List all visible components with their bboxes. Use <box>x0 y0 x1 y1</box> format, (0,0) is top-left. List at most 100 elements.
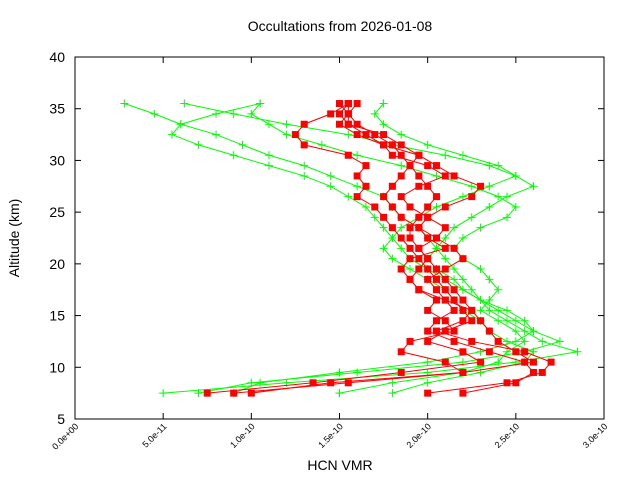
data-point-square <box>362 162 370 170</box>
data-point-square <box>406 162 414 170</box>
data-point-square <box>388 151 396 159</box>
data-point-plus <box>379 223 388 232</box>
data-point-square <box>450 244 458 252</box>
data-point-square <box>397 151 405 159</box>
data-point-square <box>397 213 405 221</box>
data-point-square <box>432 286 440 294</box>
data-point-square <box>432 296 440 304</box>
data-point-square <box>432 193 440 201</box>
data-point-plus <box>256 378 265 387</box>
data-point-plus <box>511 171 520 180</box>
data-point-plus <box>379 120 388 129</box>
data-point-plus <box>370 109 379 118</box>
data-point-plus <box>335 368 344 377</box>
data-point-plus <box>397 161 406 170</box>
data-point-plus <box>247 109 256 118</box>
data-point-square <box>538 368 546 376</box>
data-point-square <box>415 224 423 232</box>
data-point-square <box>327 110 335 118</box>
data-point-square <box>415 286 423 294</box>
x-tick-label: 2.0e-10 <box>404 421 433 450</box>
data-point-square <box>547 358 555 366</box>
data-point-plus <box>317 140 326 149</box>
data-point-square <box>415 213 423 221</box>
data-point-plus <box>326 182 335 191</box>
series-layer <box>120 99 582 398</box>
data-point-plus <box>353 182 362 191</box>
data-point-plus <box>494 358 503 367</box>
data-point-plus <box>441 151 450 160</box>
data-point-plus <box>529 327 538 336</box>
data-point-plus <box>256 99 265 108</box>
data-point-square <box>344 110 352 118</box>
data-point-square <box>521 348 529 356</box>
x-tick-label: 0.0e+00 <box>50 421 80 451</box>
y-axis-label: Altitude (km) <box>6 199 22 278</box>
data-point-square <box>424 213 432 221</box>
data-point-plus <box>194 140 203 149</box>
data-point-square <box>371 203 379 211</box>
data-point-square <box>380 193 388 201</box>
data-point-plus <box>238 140 247 149</box>
data-point-square <box>529 368 537 376</box>
data-point-plus <box>467 285 476 294</box>
data-point-plus <box>529 347 538 356</box>
data-point-square <box>459 368 467 376</box>
data-point-square <box>424 327 432 335</box>
data-point-square <box>459 255 467 263</box>
data-point-plus <box>300 171 309 180</box>
data-point-square <box>397 348 405 356</box>
data-point-square <box>380 141 388 149</box>
data-point-square <box>424 389 432 397</box>
y-tick-label: 25 <box>49 204 65 220</box>
data-point-square <box>388 203 396 211</box>
data-point-square <box>441 296 449 304</box>
data-point-plus <box>458 275 467 284</box>
data-point-square <box>397 193 405 201</box>
data-point-plus <box>511 337 520 346</box>
data-point-plus <box>511 327 520 336</box>
data-point-square <box>309 379 317 387</box>
data-point-plus <box>458 192 467 201</box>
data-point-plus <box>503 337 512 346</box>
data-point-plus <box>573 347 582 356</box>
data-point-plus <box>432 171 441 180</box>
data-point-plus <box>485 202 494 211</box>
x-tick-label: 1.5e-10 <box>316 421 345 450</box>
data-point-plus <box>397 130 406 139</box>
data-point-plus <box>494 192 503 201</box>
data-point-square <box>388 224 396 232</box>
data-point-plus <box>520 327 529 336</box>
data-point-square <box>432 234 440 242</box>
data-point-square <box>468 337 476 345</box>
data-point-plus <box>458 234 467 242</box>
data-point-square <box>397 265 405 273</box>
data-point-square <box>406 337 414 345</box>
data-point-plus <box>370 213 379 222</box>
data-point-plus <box>423 140 432 149</box>
data-point-square <box>441 286 449 294</box>
data-point-square <box>415 182 423 190</box>
data-point-square <box>230 389 238 397</box>
data-point-square <box>529 358 537 366</box>
y-tick-label: 35 <box>49 101 65 117</box>
data-point-plus <box>467 182 476 191</box>
data-point-square <box>406 255 414 263</box>
data-point-plus <box>353 368 362 377</box>
data-point-plus <box>282 120 291 129</box>
data-point-square <box>353 120 361 128</box>
data-point-plus <box>494 285 503 294</box>
x-tick-label: 5.0e-11 <box>140 421 168 449</box>
data-point-square <box>380 213 388 221</box>
data-point-plus <box>388 378 397 387</box>
series-2 <box>167 99 538 398</box>
data-point-plus <box>379 99 388 108</box>
data-point-plus <box>167 130 176 139</box>
data-point-plus <box>229 109 238 118</box>
data-point-plus <box>264 151 273 160</box>
data-point-square <box>353 131 361 139</box>
data-point-plus <box>485 296 494 305</box>
data-point-square <box>406 244 414 252</box>
data-point-square <box>441 203 449 211</box>
